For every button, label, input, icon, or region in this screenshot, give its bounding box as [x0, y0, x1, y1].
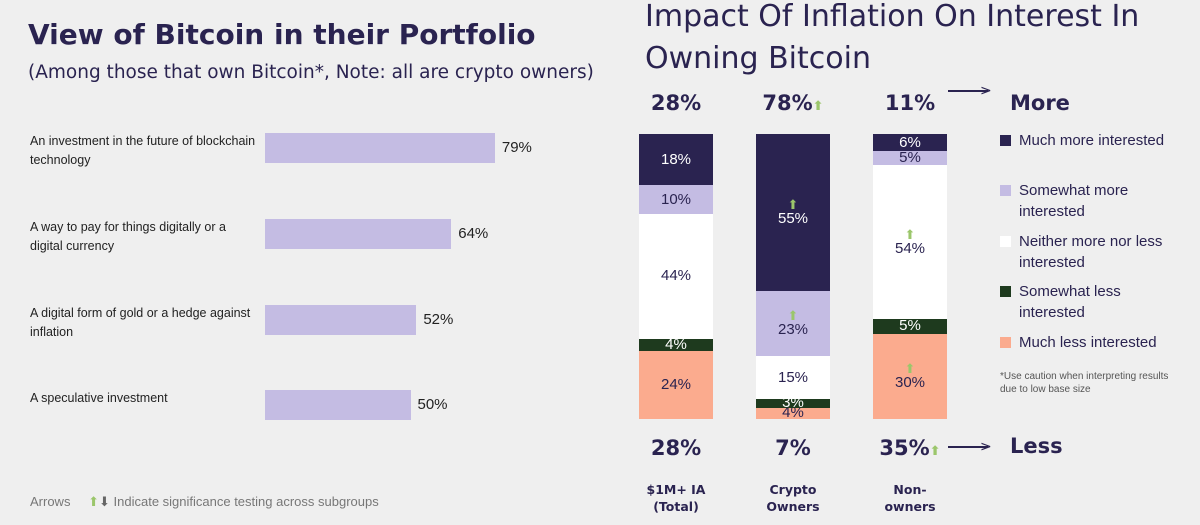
more-arrow-icon: [948, 90, 988, 92]
category-label: $1M+ IA (Total): [646, 482, 706, 514]
legend-label: Neither more nor less interested: [1019, 233, 1163, 271]
bar-category-label: A speculative investment: [30, 391, 168, 405]
bar: [265, 219, 452, 249]
stack-segment: 15%: [756, 356, 830, 400]
more-total: 11%: [850, 91, 970, 115]
bar-value-label: 79%: [501, 139, 532, 156]
less-label: Less: [1010, 434, 1063, 458]
stack-segment: ⬆ 23%: [756, 290, 830, 357]
footnote: Arrows ⬆⬇ Indicate significance testing …: [30, 494, 379, 510]
segment-label: 24%: [660, 375, 692, 393]
segment-label: 23%: [777, 321, 809, 339]
more-total-value: 28%: [650, 91, 702, 115]
more-arrowhead-icon: >: [980, 83, 992, 99]
stack-segment: 5%: [873, 319, 947, 334]
up-arrow-icon: ⬆: [929, 444, 941, 459]
up-arrow-icon: ⬆: [812, 99, 824, 114]
bar: [265, 390, 411, 420]
stack-segment: 6%: [873, 134, 947, 152]
stack-segment: 18%: [639, 134, 713, 186]
segment-label: 5%: [899, 151, 921, 166]
more-label: More: [1010, 91, 1070, 115]
segment-label: 44%: [660, 267, 692, 285]
less-total-value: 28%: [650, 436, 702, 460]
segment-label: 3%: [782, 399, 804, 408]
stack-segment: 10%: [639, 185, 713, 214]
bar-value-label: 50%: [417, 396, 448, 413]
more-total-value: 11%: [884, 91, 936, 115]
less-total-value: 7%: [775, 436, 811, 460]
bar: [265, 305, 417, 335]
caution-note: *Use caution when interpreting results d…: [1000, 371, 1169, 395]
up-arrow-icon: ⬆: [904, 360, 916, 376]
segment-label: 55%: [777, 209, 809, 227]
legend-item: Much less interested: [1000, 332, 1190, 353]
less-total: 28%: [616, 436, 736, 460]
bar-category-label: An investment in the future of blockchai…: [30, 134, 256, 167]
legend-label: Much less interested: [1019, 334, 1157, 351]
legend-item: Neither more nor less interested: [1000, 231, 1190, 273]
stack-segment: 4%: [756, 407, 830, 419]
stack-segment: 24%: [639, 350, 713, 419]
legend-label: Somewhat more interested: [1019, 182, 1129, 220]
legend-label: Somewhat less interested: [1019, 283, 1121, 321]
less-arrowhead-icon: >: [980, 439, 992, 455]
up-arrow-icon: ⬆: [787, 308, 799, 324]
segment-label: 4%: [665, 339, 687, 351]
more-total: 28%: [616, 91, 736, 115]
segment-label: 15%: [777, 368, 809, 386]
category-label: Crypto Owners: [766, 482, 820, 514]
segment-label: 6%: [899, 134, 921, 151]
up-arrow-icon: ⬆: [787, 196, 799, 212]
legend-swatch: [1000, 286, 1011, 297]
less-total: 35%⬆: [850, 436, 970, 460]
less-total: 7%: [733, 436, 853, 460]
left-subtitle: (Among those that own Bitcoin*, Note: al…: [28, 62, 594, 83]
stack-segment: 3%: [756, 399, 830, 408]
segment-label: 4%: [782, 407, 804, 419]
down-arrow-icon: ⬇: [98, 494, 110, 509]
up-arrow-icon: ⬆: [88, 494, 99, 509]
legend-swatch: [1000, 337, 1011, 348]
segment-label: 54%: [894, 239, 926, 257]
stack-segment: 5%: [873, 151, 947, 166]
bar-value-label: 52%: [423, 311, 454, 328]
footnote-prefix: Arrows: [30, 494, 71, 509]
right-title: Impact Of Inflation On Interest In Ownin…: [645, 0, 1140, 76]
bar-value-label: 64%: [458, 225, 489, 242]
more-total-value: 78%: [762, 91, 813, 115]
stack-segment: ⬆ 55%: [756, 134, 830, 291]
less-total-value: 35%: [879, 436, 930, 460]
legend-item: Somewhat less interested: [1000, 281, 1190, 323]
segment-label: 10%: [660, 190, 692, 208]
footnote-text: Indicate significance testing across sub…: [113, 494, 379, 509]
less-arrow-icon: [948, 446, 988, 448]
segment-label: 30%: [894, 373, 926, 391]
stack-segment: 44%: [639, 213, 713, 340]
legend-swatch: [1000, 185, 1011, 196]
left-title: View of Bitcoin in their Portfolio: [28, 18, 536, 51]
legend-swatch: [1000, 135, 1011, 146]
bar-category-label: A digital form of gold or a hedge agains…: [30, 306, 251, 339]
legend-label: Much more interested: [1019, 132, 1165, 149]
segment-label: 5%: [899, 319, 921, 334]
segment-label: 18%: [660, 150, 692, 168]
stack-segment: ⬆ 30%: [873, 333, 947, 419]
legend-item: Much more interested: [1000, 130, 1190, 151]
more-total: 78%⬆: [733, 91, 853, 115]
bar-category-label: A way to pay for things digitally or a d…: [30, 220, 226, 253]
legend-swatch: [1000, 236, 1011, 247]
stack-segment: 4%: [639, 339, 713, 351]
stack-segment: ⬆ 54%: [873, 165, 947, 320]
up-arrow-icon: ⬆: [904, 226, 916, 242]
legend-item: Somewhat more interested: [1000, 180, 1190, 222]
category-label: Non-owners: [884, 482, 936, 514]
bar: [265, 133, 495, 163]
